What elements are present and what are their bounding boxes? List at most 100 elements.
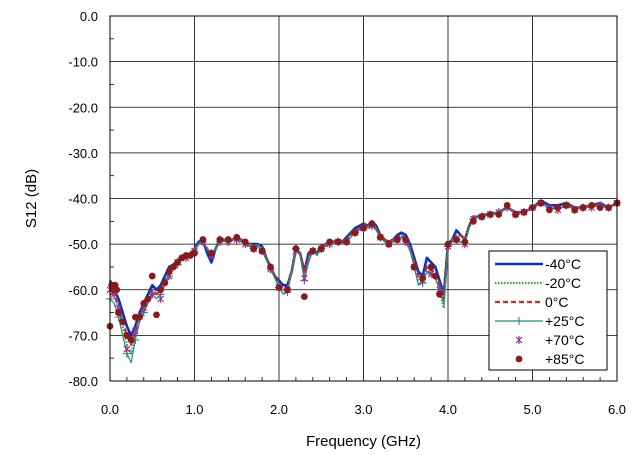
legend-entry: -20°C [495,275,581,291]
series-point [326,238,334,246]
x-axis-title: Frequency (GHz) [306,433,421,450]
series-point [144,295,152,303]
series-point [216,236,224,243]
series-point [113,286,121,294]
series-point [233,233,241,241]
legend-entry: +85°C [515,351,584,367]
series-point [148,272,156,280]
series-point [385,240,393,248]
series-point [169,263,177,271]
axis-ticks: 0.0 1.0 2.0 3.0 4.0 5.0 6.0 0.0 -10.0 -20.0 -30.0 -… [68,9,626,417]
series-point [300,274,308,283]
series-point [478,213,486,221]
series-point [309,247,317,255]
series-point [596,204,604,212]
legend-entry: +70°C [515,332,584,348]
legend: -40°C -20°C 0°C +25°C +70°C +85°C [488,250,608,371]
y-tick-label: -60.0 [68,283,98,298]
series-point [123,331,131,339]
series-point [334,238,342,246]
series-point [520,208,528,216]
plot-area-frame [109,15,618,382]
series-point [529,204,536,212]
series-point [579,204,587,212]
series-point [127,336,135,344]
series-point [241,238,249,246]
series-point [161,279,169,287]
series-point [393,236,401,243]
series-point [444,240,452,248]
series-point [360,224,367,232]
series-point [436,290,443,298]
series-point [562,201,570,209]
legend-box [488,250,608,371]
legend-label: 0°C [545,294,569,310]
y-tick-label: -40.0 [68,192,98,207]
series-point [469,217,477,225]
series-point [123,345,131,354]
series-point [300,293,308,300]
series-point [267,263,274,271]
series-point [153,311,160,319]
series-point [140,300,148,307]
series-point [453,236,460,243]
series-point [250,245,258,253]
y-axis-title: S12 (dB) [23,169,40,228]
series-point [377,233,384,241]
series-point [258,247,266,255]
series-point [546,206,553,214]
legend-entry: -40°C [495,256,581,272]
series-point [410,263,418,271]
series-point [431,272,439,280]
series-point [571,206,579,214]
series-point [275,284,283,291]
series-point [292,245,300,253]
series-point [157,286,165,294]
series-point [427,263,435,271]
series-point [461,238,469,246]
series-point [115,309,122,316]
legend-marker [515,336,523,344]
series-point [503,201,511,209]
legend-label: -20°C [545,275,581,291]
series-point [537,199,545,207]
y-tick-label: -10.0 [68,55,98,70]
series-point [208,249,215,257]
x-tick-label: 5.0 [523,402,541,417]
y-tick-label: -80.0 [68,374,98,389]
legend-label: +70°C [545,332,584,348]
series-point [136,313,143,321]
x-tick-label: 3.0 [354,402,372,417]
legend-marker [515,317,523,325]
legend-marker [515,355,523,363]
series-point [512,211,519,218]
series-point [495,211,503,218]
legend-entry: +25°C [495,313,584,329]
series-point [343,238,350,246]
series-point [224,236,232,243]
series-point [554,204,562,212]
series-point [157,294,165,303]
y-tick-label: -70.0 [68,328,98,343]
series-point [119,318,127,326]
x-tick-label: 0.0 [101,402,119,417]
y-tick-label: -30.0 [68,146,98,161]
series-point [588,201,596,209]
series-point [605,204,612,212]
series-point [368,220,376,227]
series-point [419,274,427,282]
series-point [191,249,198,257]
legend-label: -40°C [545,256,581,272]
series-point [284,286,291,294]
series-point [174,258,182,266]
x-tick-label: 1.0 [185,402,203,417]
series-point [165,268,173,275]
series-point [317,245,325,253]
series-point [486,211,494,218]
series-point [131,326,139,335]
y-tick-label: 0.0 [80,9,98,24]
grid [110,16,617,381]
x-tick-label: 6.0 [608,402,626,417]
y-tick-label: -50.0 [68,237,98,252]
